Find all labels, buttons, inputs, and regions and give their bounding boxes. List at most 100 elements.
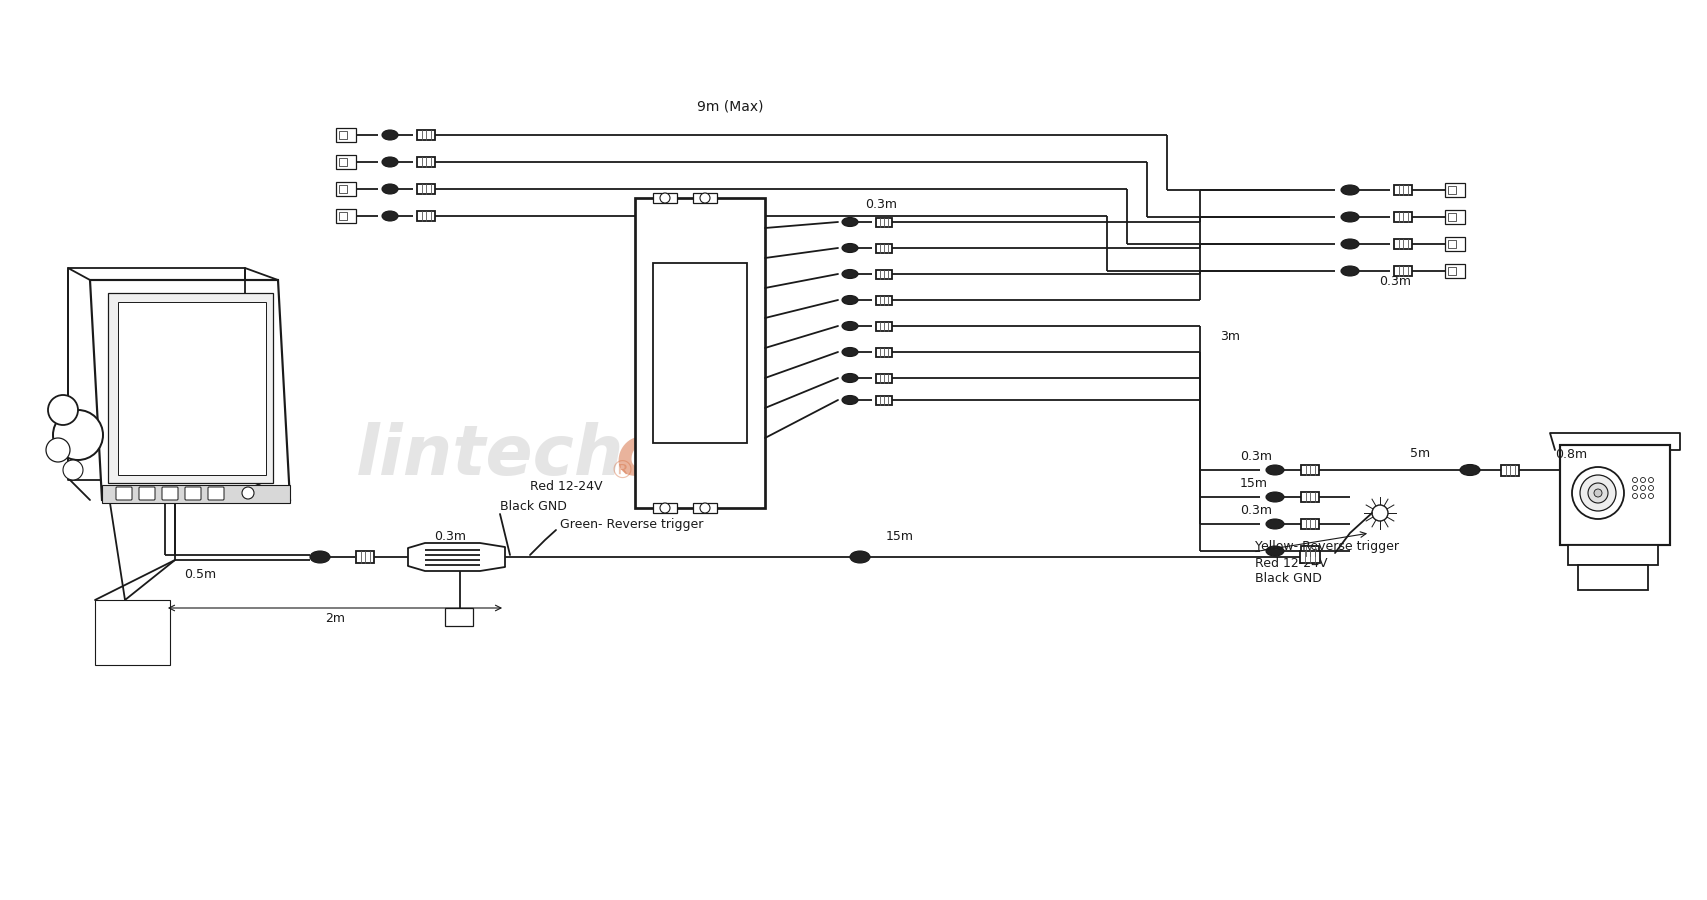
- Bar: [336, 128, 357, 142]
- Text: 9m (Max): 9m (Max): [696, 99, 763, 113]
- Bar: [417, 157, 435, 167]
- Bar: [118, 302, 266, 475]
- Bar: [693, 193, 717, 203]
- Text: 3m: 3m: [1221, 330, 1239, 343]
- Bar: [96, 600, 171, 665]
- Circle shape: [53, 410, 102, 460]
- Bar: [1395, 212, 1412, 222]
- Bar: [102, 485, 290, 503]
- Circle shape: [242, 487, 254, 499]
- Bar: [876, 295, 893, 304]
- Circle shape: [1649, 485, 1654, 490]
- FancyBboxPatch shape: [162, 487, 178, 500]
- Bar: [108, 293, 273, 483]
- Bar: [1395, 239, 1412, 249]
- Text: 15m: 15m: [886, 530, 913, 543]
- Ellipse shape: [1342, 266, 1359, 276]
- Bar: [340, 212, 347, 220]
- Bar: [1560, 445, 1669, 545]
- Circle shape: [1632, 478, 1637, 482]
- Ellipse shape: [1342, 185, 1359, 195]
- Text: 0.3m: 0.3m: [1239, 450, 1272, 463]
- Ellipse shape: [850, 551, 871, 563]
- Text: 15m: 15m: [1239, 477, 1268, 490]
- Ellipse shape: [842, 347, 859, 356]
- Bar: [1446, 183, 1465, 197]
- Bar: [876, 244, 893, 253]
- Circle shape: [1572, 467, 1623, 519]
- Ellipse shape: [1342, 239, 1359, 249]
- Text: ®: ®: [609, 460, 635, 484]
- Circle shape: [661, 193, 671, 203]
- Bar: [876, 395, 893, 404]
- Bar: [876, 347, 893, 356]
- Bar: [1301, 551, 1320, 563]
- Ellipse shape: [382, 157, 398, 167]
- Circle shape: [1649, 478, 1654, 482]
- Ellipse shape: [842, 244, 859, 253]
- Ellipse shape: [842, 218, 859, 227]
- Ellipse shape: [382, 184, 398, 194]
- Circle shape: [1632, 485, 1637, 490]
- Ellipse shape: [311, 551, 329, 563]
- Ellipse shape: [1459, 464, 1480, 475]
- Text: Yellow- Reverse trigger: Yellow- Reverse trigger: [1255, 540, 1400, 553]
- Circle shape: [661, 503, 671, 513]
- Circle shape: [1588, 483, 1608, 503]
- Circle shape: [1649, 493, 1654, 499]
- Bar: [1446, 210, 1465, 224]
- Text: Red 12-24V: Red 12-24V: [1255, 557, 1328, 570]
- Bar: [1301, 546, 1320, 556]
- Bar: [1395, 185, 1412, 195]
- Bar: [876, 218, 893, 227]
- Bar: [336, 182, 357, 196]
- Bar: [1448, 186, 1456, 194]
- Text: Black GND: Black GND: [500, 500, 567, 513]
- FancyBboxPatch shape: [116, 487, 131, 500]
- Bar: [1446, 264, 1465, 278]
- Bar: [336, 155, 357, 169]
- Circle shape: [1640, 478, 1646, 482]
- Text: 0.3m: 0.3m: [1379, 275, 1412, 288]
- Text: 0.5m: 0.5m: [184, 568, 217, 581]
- Circle shape: [1640, 493, 1646, 499]
- Ellipse shape: [842, 295, 859, 304]
- Circle shape: [63, 460, 84, 480]
- Polygon shape: [90, 280, 290, 500]
- Text: Red 12-24V: Red 12-24V: [529, 480, 603, 493]
- Text: Black GND: Black GND: [1255, 572, 1321, 585]
- Bar: [1301, 519, 1320, 529]
- Ellipse shape: [842, 395, 859, 404]
- Ellipse shape: [1267, 546, 1284, 556]
- Bar: [654, 263, 748, 443]
- Circle shape: [48, 395, 79, 425]
- Text: 0.3m: 0.3m: [1239, 504, 1272, 517]
- Circle shape: [1632, 493, 1637, 499]
- Bar: [1448, 240, 1456, 248]
- Bar: [876, 269, 893, 278]
- Bar: [417, 130, 435, 140]
- Text: lintech: lintech: [355, 421, 625, 489]
- Ellipse shape: [382, 211, 398, 221]
- Circle shape: [700, 503, 710, 513]
- Text: 0.3m: 0.3m: [865, 198, 896, 211]
- Bar: [654, 503, 678, 513]
- Bar: [1395, 266, 1412, 276]
- Bar: [1301, 465, 1320, 475]
- Bar: [417, 184, 435, 194]
- Bar: [446, 608, 473, 626]
- Circle shape: [1372, 505, 1388, 521]
- Bar: [336, 209, 357, 223]
- Circle shape: [700, 193, 710, 203]
- Text: co: co: [616, 421, 705, 489]
- Bar: [1301, 492, 1320, 502]
- Bar: [876, 321, 893, 330]
- Ellipse shape: [1267, 492, 1284, 502]
- Text: 0.8m: 0.8m: [1555, 448, 1588, 461]
- Bar: [635, 198, 765, 508]
- Bar: [357, 551, 374, 563]
- Bar: [1569, 545, 1657, 565]
- Bar: [693, 503, 717, 513]
- Bar: [1446, 237, 1465, 251]
- Bar: [340, 185, 347, 193]
